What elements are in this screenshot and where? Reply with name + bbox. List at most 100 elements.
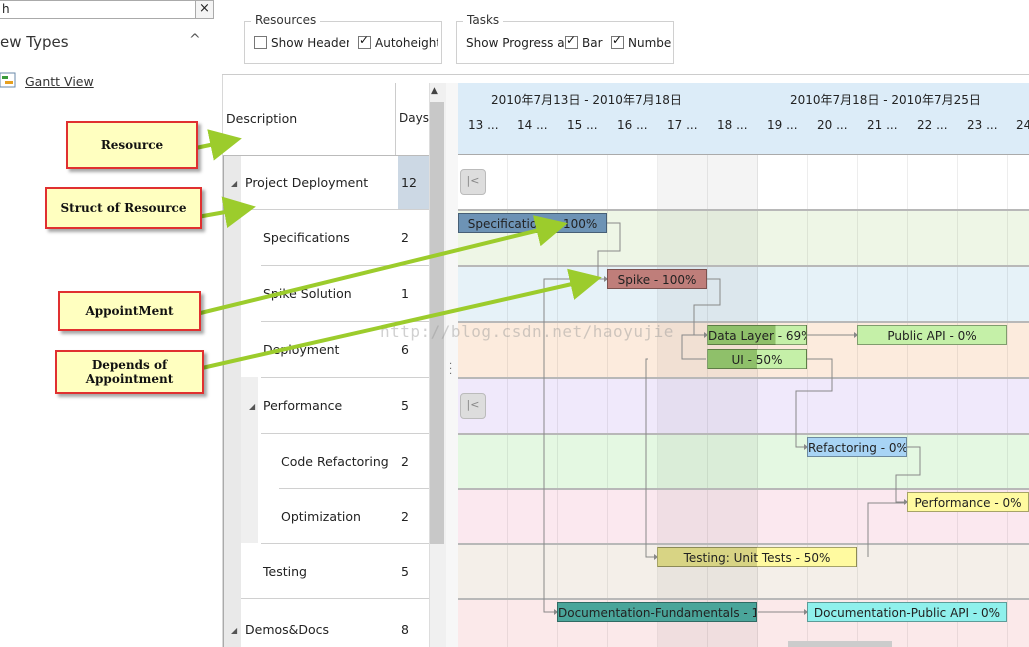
checkbox-box (254, 36, 267, 49)
tasks-group: Tasks (456, 13, 674, 64)
task-bar[interactable]: Documentation-Fundamentals - 100% (557, 602, 757, 622)
task-bar[interactable]: UI - 50% (707, 349, 807, 369)
watermark-text: http://blog.csdn.net/haoyujie (380, 322, 674, 341)
ribbon: Resources Show Headers Autoheight Tasks … (222, 0, 1029, 75)
resource-band (458, 434, 1029, 489)
band-divider (458, 543, 1029, 545)
task-bar[interactable]: Performance - 0% (907, 492, 1029, 512)
task-bar[interactable]: Public API - 0% (857, 325, 1007, 345)
gantt-view-icon (0, 72, 16, 88)
day-gridline (707, 154, 708, 647)
resources-group-title: Resources (251, 13, 321, 27)
grid-row-name[interactable]: Demos&Docs (245, 622, 330, 637)
day-label: 16 ... (617, 118, 648, 132)
day-gridline (957, 154, 958, 647)
days-highlight (398, 155, 430, 209)
nav-group-title: ew Types (0, 33, 69, 51)
chevron-up-icon[interactable]: ^ (189, 32, 201, 48)
splitter-grip-icon[interactable]: · · · (449, 359, 453, 380)
day-gridline (657, 154, 658, 647)
bar-label: Bar (582, 36, 603, 50)
day-gridline (907, 154, 908, 647)
column-header-description[interactable]: Description (226, 111, 298, 126)
gantt-view-link[interactable]: Gantt View (25, 74, 94, 89)
band-divider (458, 321, 1029, 323)
task-bar[interactable]: Data Layer - 69% (707, 325, 807, 345)
resource-band (458, 378, 1029, 434)
clear-search-button[interactable]: × (195, 0, 214, 19)
grid-row-days: 6 (401, 342, 409, 357)
grid-row-name[interactable]: Testing (263, 564, 307, 579)
collapse-resource-button[interactable]: |< (460, 393, 486, 419)
show-headers-label: Show Headers (271, 36, 349, 50)
grid-row-name[interactable]: Spike Solution (263, 286, 352, 301)
day-label: 18 ... (717, 118, 748, 132)
tasks-group-title: Tasks (463, 13, 504, 27)
grid-row-name[interactable]: Deployment (263, 342, 340, 357)
resources-group: Resources (244, 13, 442, 64)
collapse-triangle-icon[interactable]: ◢ (231, 179, 238, 188)
day-label: 20 ... (817, 118, 848, 132)
row-divider (261, 433, 430, 434)
day-gridline (807, 154, 808, 647)
day-gridline (507, 154, 508, 647)
show-progress-text: Show Progress as (466, 36, 564, 50)
grid-row-name[interactable]: Project Deployment (245, 175, 369, 190)
autoheight-checkbox[interactable]: Autoheight (358, 36, 438, 50)
row-divider (261, 265, 430, 266)
day-gridline (607, 154, 608, 647)
grid-row-days: 5 (401, 564, 409, 579)
row-divider (241, 209, 430, 210)
task-bar[interactable]: Testing: Unit Tests - 50% (657, 547, 857, 567)
task-bar[interactable]: Documentation-Public API - 0% (807, 602, 1007, 622)
column-separator[interactable] (395, 83, 396, 155)
grid-row-name[interactable]: Optimization (281, 509, 361, 524)
resource-band (458, 154, 1029, 210)
collapse-triangle-icon[interactable]: ◢ (231, 626, 238, 635)
grid-row-name[interactable]: Code Refactoring (281, 454, 389, 469)
show-headers-checkbox[interactable]: Show Headers (254, 36, 349, 50)
number-checkbox[interactable]: Number (611, 36, 671, 50)
search-input[interactable]: h (0, 0, 196, 19)
day-label: 15 ... (567, 118, 598, 132)
task-bar[interactable]: Spike - 100% (607, 269, 707, 289)
grid-row-days: 12 (401, 175, 417, 190)
grid-header: Description Days (223, 83, 429, 156)
day-label: 23 ... (967, 118, 998, 132)
grid-row-days: 2 (401, 509, 409, 524)
collapse-triangle-icon[interactable]: ◢ (249, 402, 256, 411)
day-gridline (857, 154, 858, 647)
search-input-value: h (2, 2, 10, 16)
band-divider (458, 488, 1029, 490)
day-label: 24 (1016, 118, 1029, 132)
collapse-resource-button[interactable]: |< (460, 169, 486, 195)
grid-row-days: 5 (401, 398, 409, 413)
callout-depends-of-appointment: Depends of Appointment (55, 350, 204, 394)
grid-row-days: 1 (401, 286, 409, 301)
day-label: 14 ... (517, 118, 548, 132)
row-divider (261, 377, 430, 378)
day-label: 21 ... (867, 118, 898, 132)
scroll-up-icon[interactable]: ▲ (431, 86, 438, 96)
number-label: Number (628, 36, 671, 50)
bar-checkbox[interactable]: Bar (565, 36, 611, 50)
day-gridline (1007, 154, 1008, 647)
grid-row-days: 2 (401, 454, 409, 469)
task-bar[interactable]: Refactoring - 0% (807, 437, 907, 457)
checkbox-box (565, 36, 578, 49)
show-progress-label: Show Progress as (466, 36, 564, 50)
task-bar[interactable]: Specifications - 100% (458, 213, 607, 233)
timeline-header: 2010年7月13日 - 2010年7月18日 2010年7月18日 - 201… (458, 83, 1029, 155)
day-label: 22 ... (917, 118, 948, 132)
grid-row-name[interactable]: Performance (263, 398, 343, 413)
band-divider (458, 209, 1029, 211)
band-divider (458, 433, 1029, 435)
gantt-timeline: |< |< Specifications - 100% Spike - 100%… (458, 83, 1029, 647)
day-label: 13 ... (468, 118, 499, 132)
checkbox-box (611, 36, 624, 49)
row-divider (261, 543, 430, 544)
horizontal-scrollbar-thumb[interactable] (788, 641, 892, 647)
row-divider (241, 598, 430, 599)
grid-row-name[interactable]: Specifications (263, 230, 350, 245)
column-header-days[interactable]: Days (399, 111, 429, 125)
